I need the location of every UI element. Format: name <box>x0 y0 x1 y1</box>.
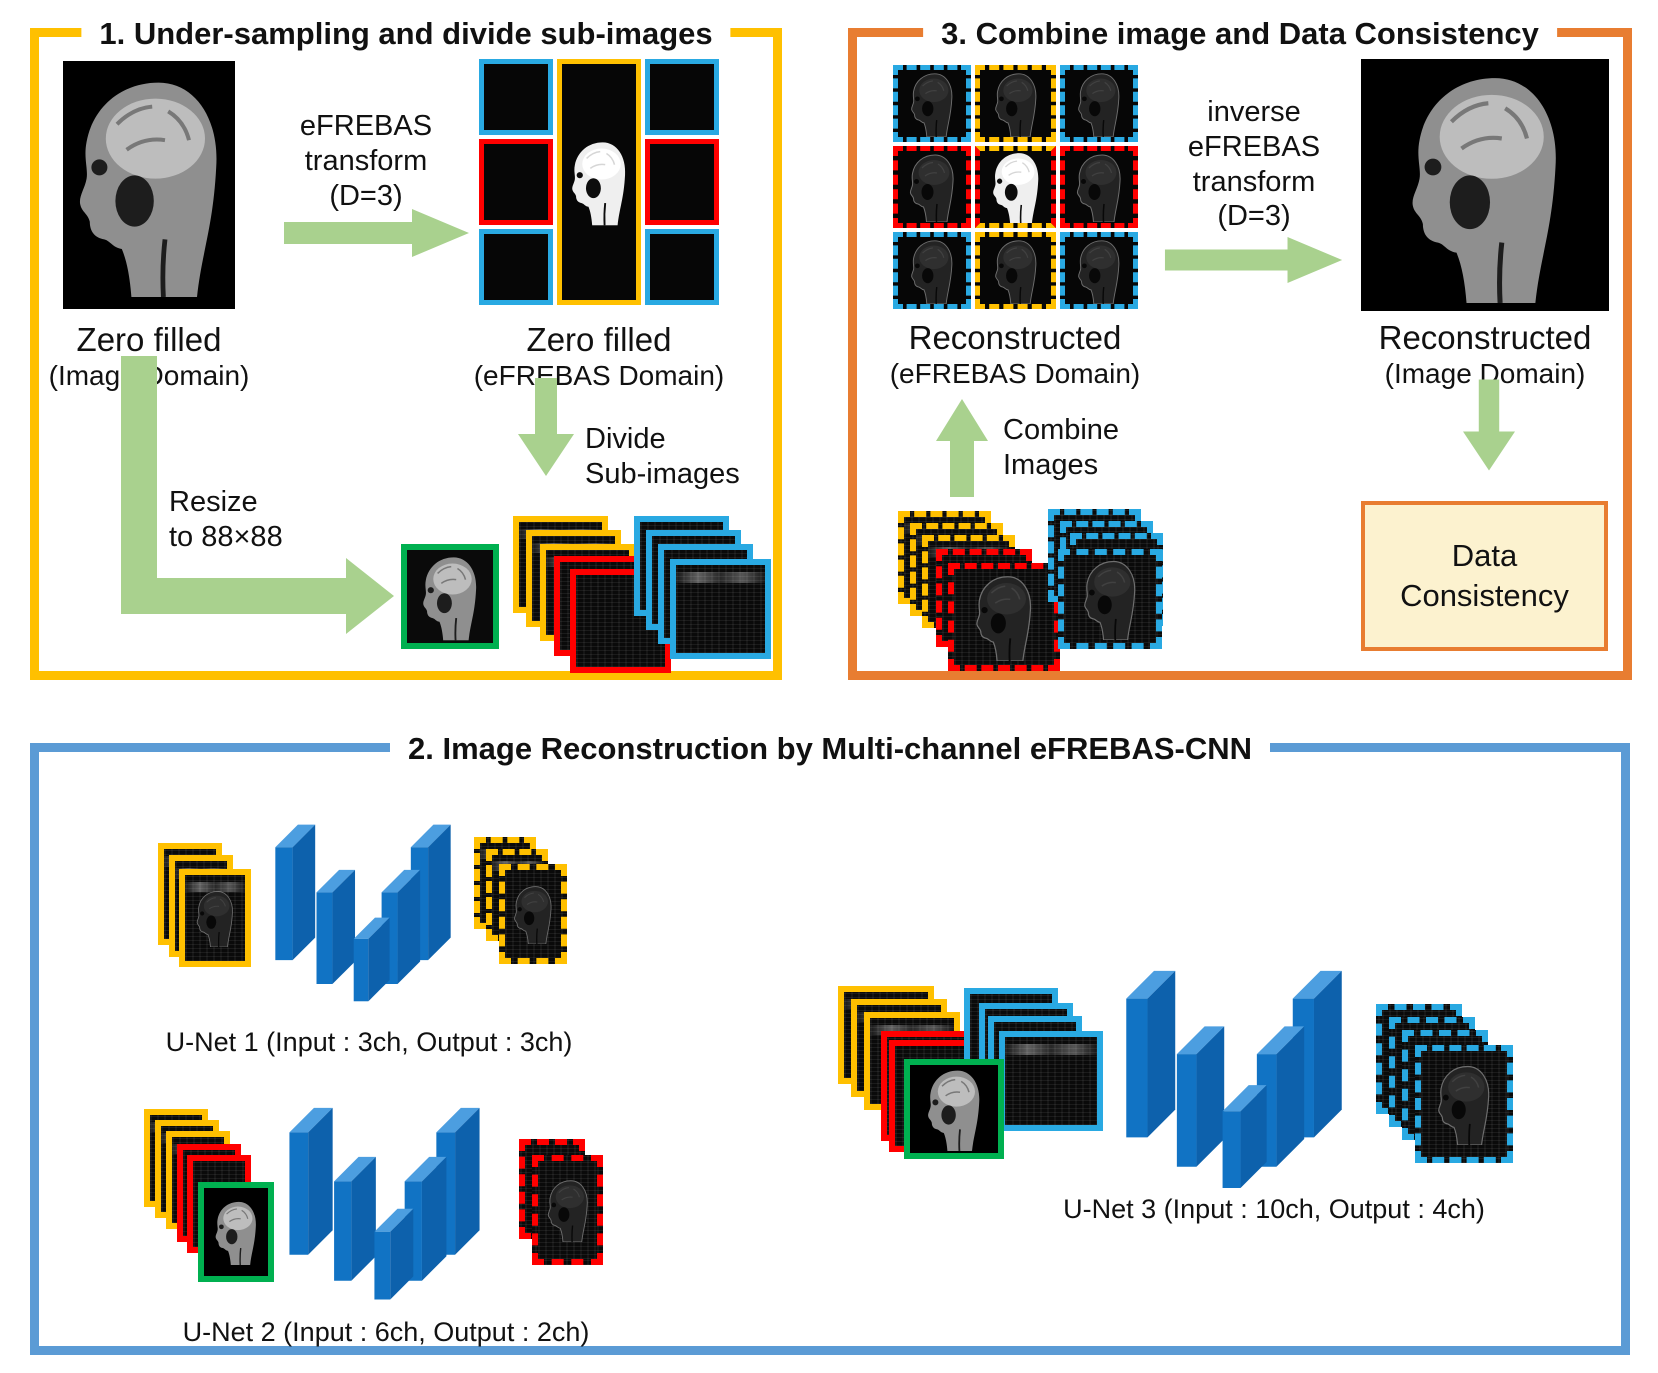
recon-cell-midrow <box>1060 146 1138 228</box>
faint-head-graphic <box>1074 238 1124 304</box>
data-consistency-box: Data Consistency <box>1361 501 1608 651</box>
combine-images-label: Combine Images <box>1003 414 1120 481</box>
panel-undersampling: 1. Under-sampling and divide sub-images … <box>30 16 782 680</box>
efrebas-caption-main: Zero filled <box>526 321 672 358</box>
zero-filled-image <box>63 61 235 309</box>
output-frame-red <box>532 1155 603 1265</box>
recon-image-caption-main: Reconstructed <box>1378 319 1592 356</box>
panel3-title: 3. Combine image and Data Consistency <box>923 16 1557 53</box>
unet1-input-stack <box>158 843 253 968</box>
panel-cnn-reconstruction: 2. Image Reconstruction by Multi-channel… <box>30 731 1630 1355</box>
bright-head-graphic <box>988 150 1044 224</box>
resize-label: Resize to 88×88 <box>169 486 283 553</box>
faint-head-graphic <box>991 238 1041 304</box>
faint-head-graphic <box>907 71 957 137</box>
unet2-network-graphic <box>288 1089 481 1314</box>
bright-head-graphic <box>568 138 630 226</box>
subband-cell-corner <box>645 59 719 135</box>
recon-frame-cyan <box>1058 549 1162 649</box>
resized-head-graphic <box>212 1199 260 1265</box>
input-frame-gold <box>179 869 251 967</box>
faint-head-graphic <box>991 71 1041 137</box>
unet2-caption: U-Net 2 (Input : 6ch, Output : 2ch) <box>182 1317 590 1347</box>
input-frame-cyan <box>999 1031 1103 1131</box>
recon-cell-corner <box>893 65 971 142</box>
inverse-transform-label: inverse eFREBAS transform (D=3) <box>1187 96 1321 233</box>
panel2-title: 2. Image Reconstruction by Multi-channel… <box>390 731 1270 768</box>
recon-efrebas-grid <box>893 65 1138 309</box>
subband-cell-midrow <box>479 139 553 225</box>
output-frame-cyan <box>1415 1045 1513 1163</box>
unet3-caption: U-Net 3 (Input : 10ch, Output : 4ch) <box>1063 1194 1485 1224</box>
recon-efrebas-caption: Reconstructed (eFREBAS Domain) <box>857 319 1173 391</box>
recon-efrebas-caption-sub: (eFREBAS Domain) <box>889 357 1141 389</box>
unet1-output-stack <box>474 837 569 967</box>
unet3-output-stack <box>1376 1004 1516 1174</box>
recon-cell-midcol <box>975 232 1056 309</box>
divide-label: Divide Sub-images <box>585 423 740 490</box>
faint-head-graphic <box>1434 1063 1494 1145</box>
faint-head-graphic <box>971 573 1037 661</box>
inverse-transform-arrow <box>1161 237 1346 283</box>
recon-cell-corner <box>1060 65 1138 142</box>
efrebas-domain-caption: Zero filled (eFREBAS Domain) <box>459 321 739 393</box>
faint-head-graphic <box>545 1178 591 1242</box>
panel1-title: 1. Under-sampling and divide sub-images <box>81 16 731 53</box>
unet1-network-graphic <box>274 802 452 1020</box>
faint-head-graphic <box>511 884 555 944</box>
efrebas-transform-arrow <box>284 209 469 257</box>
faint-head-graphic <box>1074 71 1124 137</box>
recon-cell-corner <box>893 232 971 309</box>
resized-head-graphic <box>419 553 481 641</box>
recon-cell-midcol <box>975 65 1056 142</box>
efrebas-transform-label: eFREBAS transform (D=3) <box>299 110 433 212</box>
recon-cell-corner <box>1060 232 1138 309</box>
output-frame-gold <box>499 864 567 964</box>
subimage-frame-cyan <box>670 559 771 659</box>
unet2-input-stack <box>144 1109 279 1289</box>
sagittal-head-graphic <box>69 70 229 300</box>
recon-cell-center <box>975 146 1056 228</box>
resized-head-graphic <box>924 1067 984 1151</box>
panel-combine-dc: 3. Combine image and Data Consistency Re… <box>848 16 1632 680</box>
recon-cell-midrow <box>893 146 971 228</box>
data-consistency-arrow <box>1463 375 1515 475</box>
subband-cell-corner <box>479 59 553 135</box>
subband-cell-midrow <box>645 139 719 225</box>
faint-head-graphic <box>194 889 236 947</box>
resized-image <box>401 544 499 649</box>
combine-arrow <box>936 399 988 497</box>
efrebas-caption-sub: (eFREBAS Domain) <box>473 359 725 391</box>
recon-efrebas-caption-main: Reconstructed <box>908 319 1122 356</box>
divide-arrow <box>518 378 574 476</box>
subimage-stacks <box>513 516 771 676</box>
recon-frame-red <box>948 563 1060 671</box>
faint-head-graphic <box>1073 152 1125 222</box>
unet3-network-graphic <box>1123 966 1345 1188</box>
subband-cell-midcolumn <box>557 59 641 305</box>
unet3-input-stack <box>838 986 1108 1166</box>
input-frame-green <box>904 1059 1004 1159</box>
unet1-caption: U-Net 1 (Input : 3ch, Output : 3ch) <box>165 1027 573 1057</box>
unet2-output-stack <box>519 1139 609 1269</box>
reconstructed-image <box>1361 59 1609 311</box>
faint-head-graphic <box>907 238 957 304</box>
efrebas-domain-grid <box>479 59 719 305</box>
input-frame-green <box>198 1182 274 1282</box>
subband-cell-corner <box>645 229 719 305</box>
sagittal-head-graphic <box>1400 68 1570 303</box>
zero-filled-caption-main: Zero filled <box>76 321 222 358</box>
reconstructed-image-caption: Reconstructed (Image Domain) <box>1327 319 1643 391</box>
recon-subimage-stacks <box>898 509 1164 674</box>
faint-head-graphic <box>1079 558 1141 640</box>
faint-head-graphic <box>906 152 958 222</box>
subband-cell-corner <box>479 229 553 305</box>
